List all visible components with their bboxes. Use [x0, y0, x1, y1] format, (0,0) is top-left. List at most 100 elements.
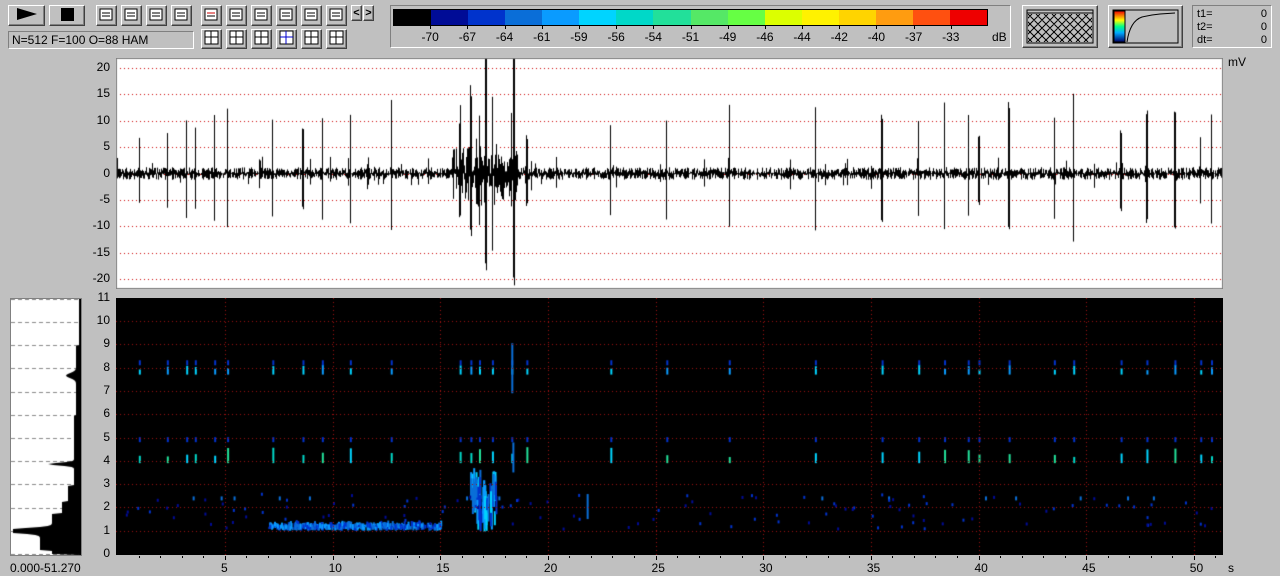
print-button[interactable]	[301, 5, 322, 26]
waveform-y-tick: -20	[92, 270, 110, 285]
colorbar-label: -70	[421, 30, 439, 44]
edit-button[interactable]	[326, 29, 347, 49]
frame-button[interactable]	[301, 29, 322, 49]
cursor-icon	[279, 30, 294, 48]
x-minor-tick	[784, 556, 786, 558]
t1-label: t1=	[1197, 8, 1213, 20]
spectrogram-y-tick: 10	[96, 313, 110, 327]
colorbar-tick	[467, 26, 469, 29]
colorbar-label: -67	[458, 30, 477, 44]
stop-button[interactable]	[49, 5, 85, 26]
x-minor-tick	[1150, 556, 1152, 558]
colorbar-swatch	[579, 10, 617, 25]
spectrogram-y-tick: 2	[103, 499, 110, 514]
colorbar-label: -40	[867, 30, 886, 44]
color-curve-button[interactable]	[1108, 5, 1183, 48]
profile-plot	[11, 299, 81, 555]
x-minor-tick	[956, 556, 958, 558]
pattern-button[interactable]	[251, 5, 272, 26]
stop-icon	[60, 7, 74, 24]
pattern-icon	[254, 7, 269, 25]
play-icon	[16, 8, 37, 23]
profile-range: 0.000-51.270	[10, 561, 81, 575]
prev-button[interactable]: <	[351, 5, 362, 21]
x-minor-tick	[483, 556, 485, 558]
colorbar-swatch	[838, 10, 876, 25]
spectrum-button[interactable]	[226, 5, 247, 26]
window-button[interactable]	[201, 5, 222, 26]
spectrogram-x-tick: 15	[436, 561, 450, 575]
columns-button[interactable]	[201, 29, 222, 49]
crosshair-icon	[254, 30, 269, 48]
x-minor-tick	[375, 556, 377, 558]
colorbar-swatch	[542, 10, 580, 25]
colorbar-tick	[764, 26, 766, 29]
window-function-button[interactable]	[1022, 5, 1098, 48]
x-minor-tick	[612, 556, 614, 558]
colorbar-swatch	[468, 10, 506, 25]
colorbar-label: -46	[756, 30, 774, 44]
copy-window-button[interactable]	[96, 5, 117, 26]
grid-s-icon	[279, 7, 294, 25]
x-minor-tick	[720, 556, 722, 558]
x-minor-tick	[418, 556, 420, 558]
x-minor-tick	[397, 556, 399, 558]
spectrogram-y-tick: 0	[103, 546, 110, 560]
spectrogram-x-tick: 50	[1189, 561, 1204, 575]
waveform-y-tick: -5	[99, 191, 110, 206]
peak-button[interactable]	[171, 5, 192, 26]
colorbar-swatch	[875, 10, 913, 25]
curve-icon	[149, 7, 164, 25]
fft-settings-status: N=512 F=100 O=88 HAM	[8, 31, 194, 49]
colorbar-tick	[913, 26, 915, 29]
curve-button[interactable]	[146, 5, 167, 26]
x-minor-tick	[569, 556, 571, 558]
play-button[interactable]	[8, 5, 45, 26]
crosshair-button[interactable]	[251, 29, 272, 49]
colorbar-unit: dB	[992, 30, 1007, 44]
t2-value: 0	[1260, 21, 1267, 33]
x-minor-tick	[806, 556, 808, 558]
spectrogram-x-unit: s	[1228, 561, 1234, 575]
colorbar-swatch	[801, 10, 839, 25]
spectrogram-x-tick: 45	[1082, 561, 1096, 575]
spectrogram-y-tick: 11	[97, 289, 110, 304]
colorbar-tick	[430, 26, 432, 29]
spectrogram-x-tick: 10	[328, 561, 342, 575]
next-button[interactable]: >	[363, 5, 374, 21]
waveform-y-tick: 0	[103, 165, 110, 180]
cursor-button[interactable]	[276, 29, 297, 49]
rows-button[interactable]	[226, 29, 247, 49]
x-minor-tick	[160, 556, 162, 558]
waveform-plot[interactable]	[116, 58, 1223, 289]
grid-s-button[interactable]	[276, 5, 297, 26]
frame-icon	[304, 30, 319, 48]
cursor-readout: t1= 0 t2= 0 dt= 0	[1192, 5, 1272, 48]
spectrogram-x-tick: 30	[759, 561, 773, 575]
dt-value: 0	[1260, 34, 1267, 46]
colorbar-label: -42	[830, 30, 848, 44]
open-folder-button[interactable]	[326, 5, 347, 26]
x-minor-tick	[1215, 556, 1217, 558]
colorbar-label: -56	[607, 30, 625, 44]
x-minor-tick	[246, 556, 248, 558]
colorbar-tick	[616, 26, 618, 29]
spectrogram-y-tick: 8	[103, 359, 110, 374]
x-minor-tick	[504, 556, 506, 558]
spectrogram-y-tick: 6	[103, 406, 110, 421]
x-minor-tick	[677, 556, 679, 558]
colorbar-swatch	[764, 10, 802, 25]
spectrogram-plot[interactable]	[116, 298, 1223, 555]
frequency-profile	[10, 298, 82, 556]
save-button[interactable]	[121, 5, 142, 26]
x-minor-tick	[978, 556, 980, 560]
window-pattern-icon	[1026, 9, 1094, 44]
x-minor-tick	[1000, 556, 1002, 558]
x-minor-tick	[634, 556, 636, 558]
colorbar-tick	[690, 26, 692, 29]
x-minor-tick	[1043, 556, 1045, 558]
colorbar-swatch	[394, 10, 432, 25]
window-icon	[204, 7, 219, 25]
copy-window-icon	[99, 7, 114, 25]
spectrogram-y-tick: 9	[103, 336, 110, 351]
